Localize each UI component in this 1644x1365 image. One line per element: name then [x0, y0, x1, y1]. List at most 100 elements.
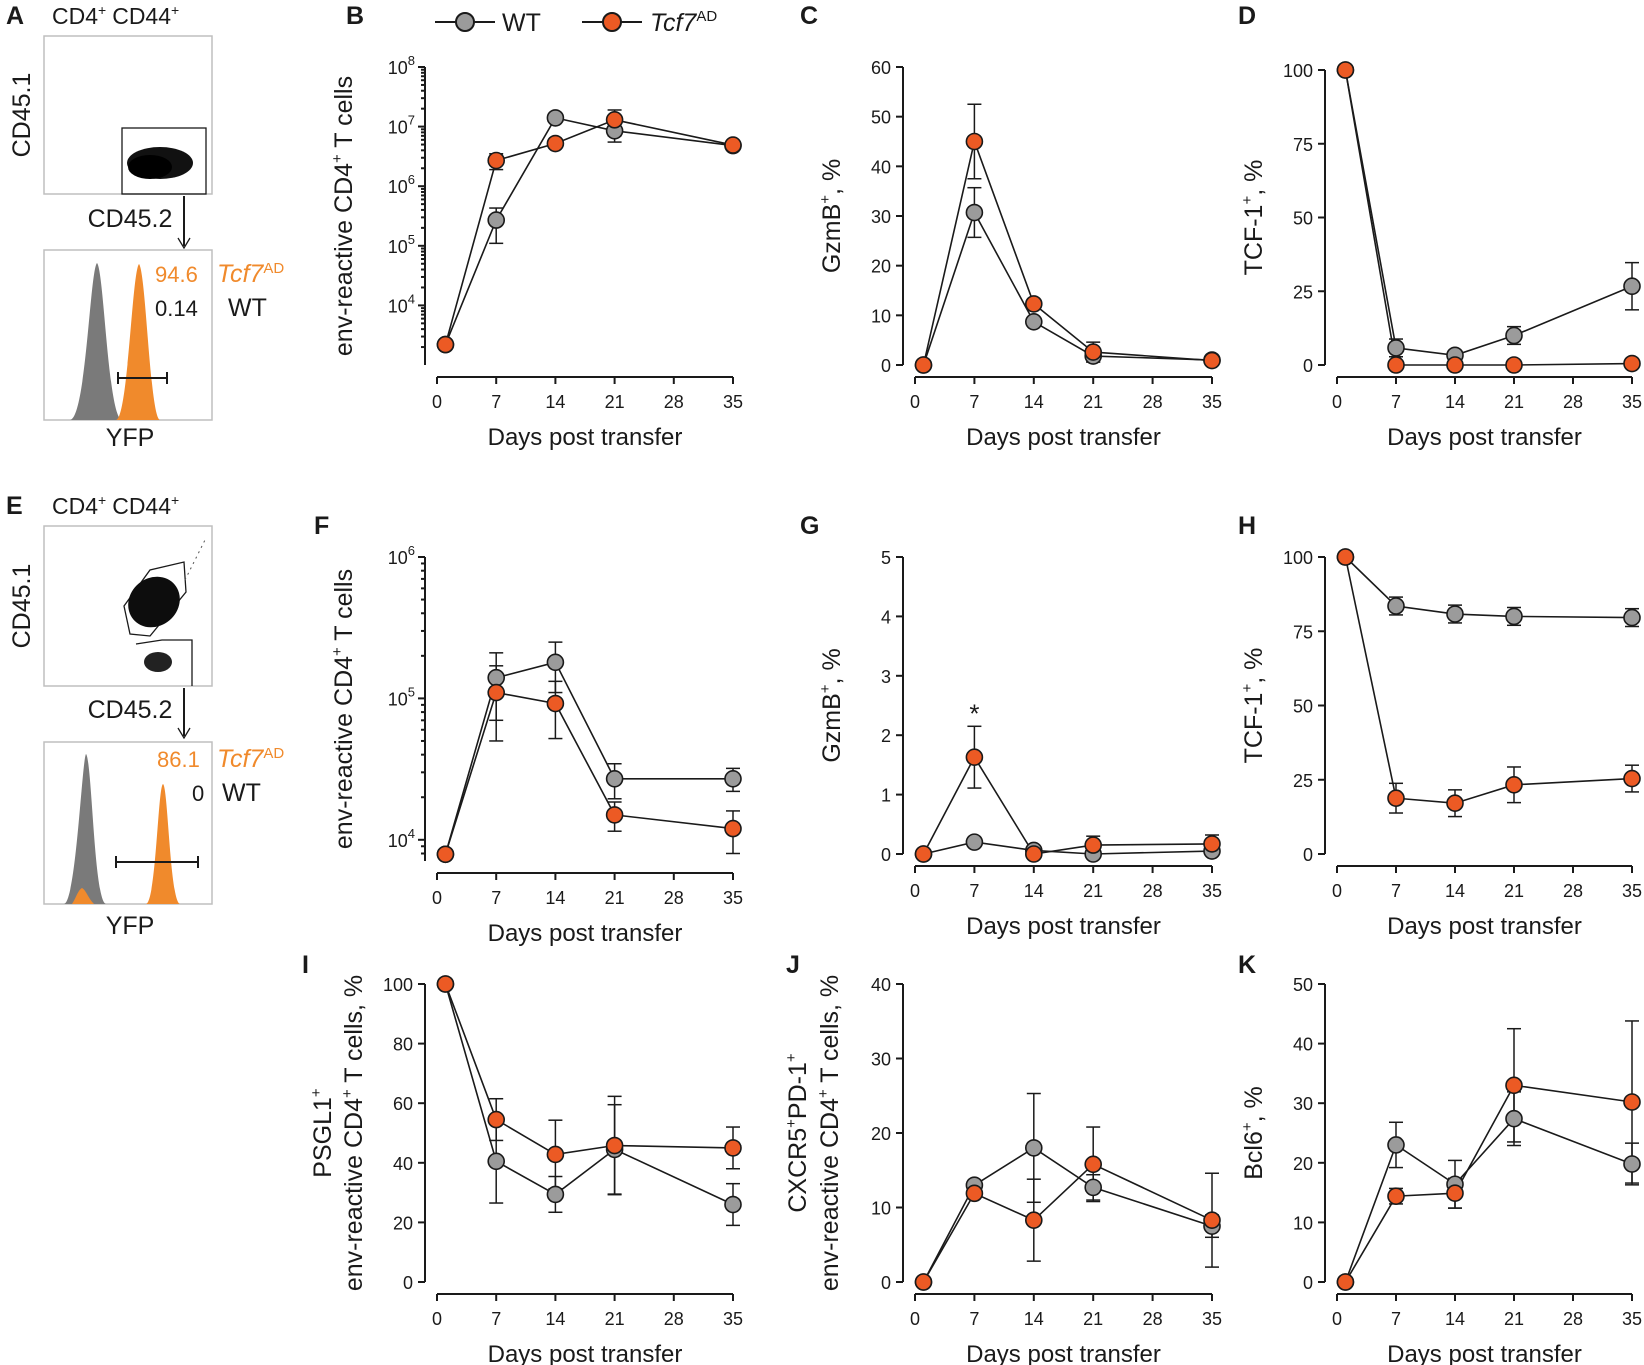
histogram-frame-e — [43, 741, 213, 905]
data-point-ad — [487, 683, 506, 702]
y-tick-label: 60 — [871, 58, 891, 78]
y-axis-label-part-0: TCF-1 — [1240, 693, 1268, 764]
y-tick-label: 20 — [1293, 1154, 1313, 1174]
x-tick-label: 0 — [1332, 881, 1342, 901]
y-axis-label-part-1: + — [308, 1088, 325, 1097]
x-tick-label: 21 — [1083, 392, 1103, 412]
data-point-ad — [914, 356, 933, 374]
y-tick-label: 100 — [1283, 548, 1313, 568]
y-tick-label: 20 — [871, 257, 891, 277]
y-axis-label: CXCR5+PD-1+ — [783, 1053, 812, 1212]
legend-ad-marker — [602, 12, 622, 32]
dotplot-gate-wt-e — [123, 561, 187, 637]
legend-ad-name: Tcf7 — [650, 9, 697, 37]
chart-k: K 0 10 20 30 40 50 0 7 14 21 28 35 Days post transfer… — [1238, 951, 1642, 1365]
y-axis-label: PSGL1+ — [308, 1088, 337, 1178]
data-point-wt — [1623, 608, 1641, 627]
data-point-ad — [1203, 835, 1221, 853]
x-axis-label: Days post transfer — [488, 920, 683, 947]
y-axis-label: env-reactive CD4+ T cells — [329, 569, 358, 849]
y-tick-label: 107 — [388, 113, 415, 138]
gate-title-e-sup2: + — [171, 492, 179, 508]
flow-panel-e: E CD4+ CD44+ CD45.1 CD45.2 86.1 Tcf7AD 0 … — [6, 492, 284, 940]
y-tick-label: 0 — [1303, 356, 1313, 376]
x-tick-label: 7 — [491, 888, 501, 908]
y-axis-label-2-part-2: T cells, % — [340, 975, 368, 1089]
y-tick-exp: 7 — [408, 113, 415, 128]
data-point-ad — [436, 975, 455, 993]
x-tick-label: 0 — [1332, 392, 1342, 412]
panel-label-f: F — [314, 512, 329, 540]
x-tick-label: 21 — [605, 392, 625, 412]
histogram-gate-a — [117, 372, 168, 384]
x-tick-label: 0 — [910, 1309, 920, 1329]
gate-arrowhead-e — [177, 727, 191, 740]
y-tick-exp: 5 — [408, 684, 415, 699]
data-point-ad — [487, 151, 506, 170]
y-tick-label: 40 — [871, 975, 891, 995]
y-axis-label-2-part-1: + — [815, 1089, 832, 1098]
series-line-wt — [444, 116, 734, 345]
legend-ad-sup: AD — [696, 8, 717, 25]
x-tick-label: 7 — [1391, 392, 1401, 412]
y-tick-label: 104 — [388, 826, 415, 851]
y-tick-exp: 4 — [408, 826, 415, 841]
y-tick-label: 50 — [1293, 975, 1313, 995]
histogram-wt-a — [70, 263, 122, 420]
data-point-wt — [724, 769, 742, 788]
y-axis-label-part-1: + — [329, 154, 346, 163]
data-point-ad — [965, 132, 984, 151]
gate-title-a-sup2: + — [171, 2, 179, 18]
gate-title-e: CD4+ CD44+ — [52, 492, 179, 519]
y-tick-label: 4 — [881, 607, 891, 627]
y-axis-label-part-0: Bcl6 — [1240, 1131, 1268, 1180]
x-tick-label: 35 — [1622, 392, 1642, 412]
data-point-wt — [1446, 605, 1464, 623]
x-tick-label: 14 — [1024, 1309, 1044, 1329]
x-tick-label: 0 — [910, 881, 920, 901]
data-point-ad — [546, 694, 565, 713]
data-point-wt — [1084, 1178, 1102, 1197]
series-line-ad — [922, 138, 1213, 366]
y-axis-label-part-0: TCF-1 — [1240, 205, 1268, 276]
y-axis-label-part-2: , % — [1240, 648, 1268, 684]
y-tick-label: 50 — [871, 108, 891, 128]
x-tick-label: 28 — [1143, 881, 1163, 901]
y-tick-label: 5 — [881, 548, 891, 568]
x-tick-label: 0 — [432, 1309, 442, 1329]
x-tick-label: 14 — [545, 888, 565, 908]
y-tick-exp: 5 — [408, 232, 415, 247]
y-axis-label-part-3: + — [783, 1053, 800, 1062]
y-axis-label-part-2: , % — [818, 648, 846, 684]
y-tick-label: 20 — [393, 1213, 413, 1233]
x-axis-label: Days post transfer — [488, 1341, 683, 1365]
y-tick-label: 0 — [403, 1273, 413, 1293]
series-line-ad — [1344, 1084, 1633, 1283]
data-point-ad — [1025, 1211, 1043, 1229]
data-point-wt — [487, 668, 506, 687]
data-point-ad — [1336, 1273, 1355, 1291]
y-tick-label: 3 — [881, 667, 891, 687]
dotplot-xlabel-a: CD45.2 — [88, 205, 173, 233]
y-tick-label: 2 — [881, 726, 891, 746]
histogram-ad-a — [116, 264, 160, 420]
x-tick-label: 14 — [1445, 392, 1465, 412]
y-tick-exp: 4 — [408, 291, 415, 306]
panel-label-k: K — [1238, 951, 1256, 979]
data-point-ad — [1084, 836, 1102, 854]
y-tick-label: 30 — [871, 207, 891, 227]
y-axis-label-part-2: T cells — [330, 569, 358, 647]
ad-label-a: Tcf7AD — [217, 260, 284, 288]
flow-panel-a: A CD4+ CD44+ CD45.1 CD45.2 94.6 Tcf7AD 0.… — [6, 2, 284, 452]
y-tick-label: 75 — [1293, 622, 1313, 642]
gate-title-a-cd44: CD44 — [112, 3, 171, 29]
x-tick-label: 28 — [1563, 392, 1583, 412]
y-axis-label-part-2: , % — [818, 159, 846, 195]
dotplot-scatter-e — [184, 539, 206, 581]
panel-label-g: G — [800, 512, 819, 540]
data-point-wt — [965, 203, 984, 222]
data-point-ad — [1505, 1076, 1523, 1095]
gate-title-e-sup1: + — [98, 492, 106, 508]
data-point-ad — [605, 806, 624, 824]
